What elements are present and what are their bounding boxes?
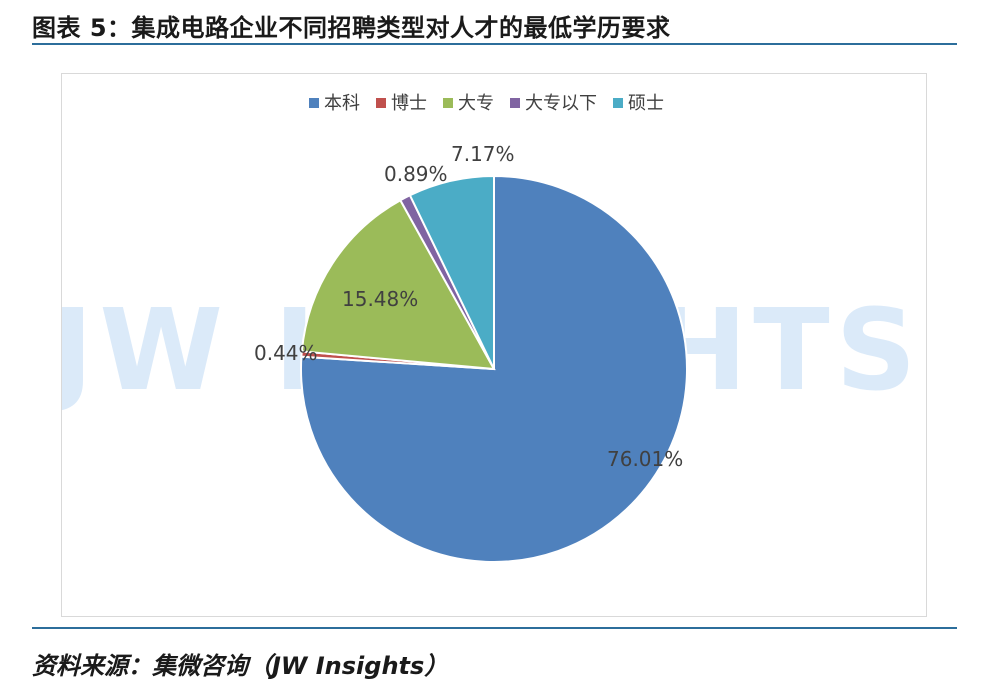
pie-slice-3 xyxy=(300,198,496,371)
legend-swatch-3 xyxy=(443,98,453,108)
legend-swatch-2 xyxy=(376,98,386,108)
legend-swatch-1 xyxy=(309,98,319,108)
legend-swatch-4 xyxy=(510,98,520,108)
pie-slices xyxy=(299,174,688,563)
data-label-3: 15.48% xyxy=(342,287,418,311)
figure-title: 图表 5：集成电路企业不同招聘类型对人才的最低学历要求 xyxy=(32,14,671,42)
legend-label-1: 本科 xyxy=(324,93,360,114)
legend-label-3: 大专 xyxy=(458,93,494,114)
legend-label-4: 大专以下 xyxy=(525,93,597,114)
pie-slice-1 xyxy=(299,174,688,563)
legend-label-5: 硕士 xyxy=(628,93,664,114)
title-rule xyxy=(32,43,957,45)
data-label-1: 76.01% xyxy=(607,447,683,471)
legend-swatch-5 xyxy=(613,98,623,108)
legend: 本科 博士 大专 大专以下 硕士 xyxy=(309,93,664,114)
pie-slice-5 xyxy=(408,174,495,370)
legend-label-2: 博士 xyxy=(391,93,427,114)
data-label-4: 0.89% xyxy=(384,162,448,186)
data-labels: 76.01% 0.44% 15.48% 0.89%7.17% xyxy=(254,142,683,471)
source-note: 资料来源：集微咨询（JW Insights） xyxy=(32,652,449,680)
source-rule xyxy=(32,627,957,629)
data-label-5: 7.17% xyxy=(451,142,515,166)
data-label-2: 0.44% xyxy=(254,341,318,365)
